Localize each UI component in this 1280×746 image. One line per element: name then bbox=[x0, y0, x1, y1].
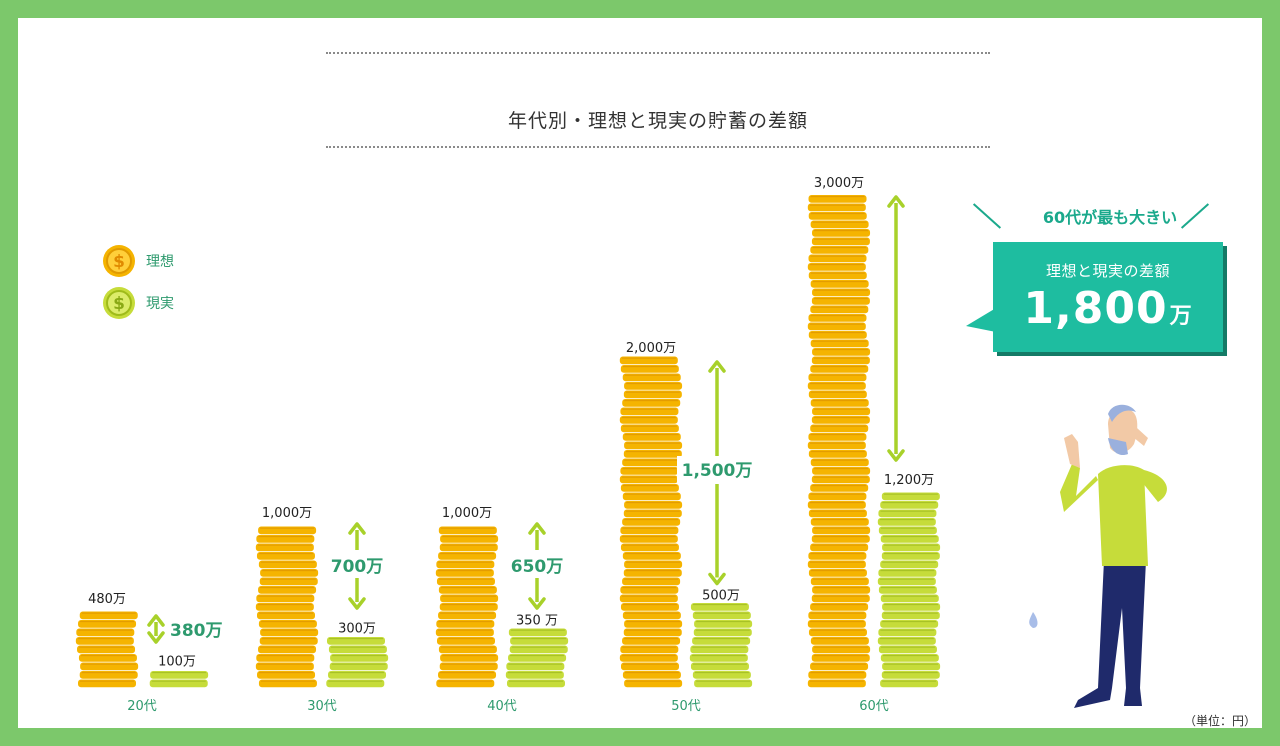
legend-item-actual: $ 現実 bbox=[102, 286, 174, 320]
callout-label: 理想と現実の差額 bbox=[1045, 262, 1170, 280]
difference-label: 380万 bbox=[170, 621, 223, 641]
ideal-value-label: 480万 bbox=[88, 592, 126, 607]
worried-person-illustration bbox=[1029, 404, 1167, 708]
actual-value-label: 100万 bbox=[158, 655, 196, 670]
ideal-value-label: 1,000万 bbox=[262, 506, 312, 521]
difference-label: 650万 bbox=[511, 557, 564, 577]
actual-coin-stack bbox=[689, 603, 753, 688]
ideal-value-label: 1,000万 bbox=[442, 506, 492, 521]
svg-text:$: $ bbox=[113, 252, 125, 272]
actual-value-label: 300万 bbox=[338, 622, 376, 637]
difference-arrow bbox=[147, 614, 165, 644]
difference-label: 1,500万 bbox=[682, 461, 753, 481]
category-label: 50代 bbox=[671, 699, 701, 714]
unit-note: （単位：円） bbox=[1184, 714, 1257, 728]
actual-value-label: 350 万 bbox=[516, 613, 558, 628]
legend-item-ideal: $ 理想 bbox=[102, 244, 174, 278]
ideal-value-label: 3,000万 bbox=[814, 176, 864, 191]
callout-tail bbox=[966, 308, 996, 332]
actual-coin-stack bbox=[505, 628, 569, 688]
callout-unit: 万 bbox=[1169, 304, 1193, 329]
ideal-coin-stack bbox=[435, 526, 499, 688]
actual-value-label: 500万 bbox=[702, 589, 740, 604]
ideal-coin-stack bbox=[619, 356, 683, 688]
legend-label-ideal: 理想 bbox=[146, 254, 174, 270]
category-label: 40代 bbox=[487, 699, 517, 714]
category-label: 20代 bbox=[127, 699, 157, 714]
water-drop-icon bbox=[1029, 612, 1038, 628]
ideal-coin-stack bbox=[807, 195, 871, 688]
actual-coin-stack bbox=[149, 671, 209, 688]
actual-coin-stack bbox=[326, 637, 389, 688]
title-top-rule bbox=[326, 52, 990, 54]
legend-label-actual: 現実 bbox=[146, 296, 174, 312]
difference-label: 700万 bbox=[331, 557, 384, 577]
callout-value: 1,800万 bbox=[993, 283, 1223, 334]
green-coin-icon: $ bbox=[103, 287, 135, 319]
ideal-coin-stack bbox=[255, 526, 319, 688]
category-label: 60代 bbox=[859, 699, 889, 714]
actual-coin-stack bbox=[877, 492, 941, 688]
ideal-value-label: 2,000万 bbox=[626, 341, 676, 356]
gold-coin-icon: $ bbox=[103, 245, 135, 277]
actual-value-label: 1,200万 bbox=[884, 473, 934, 488]
difference-arrow bbox=[887, 195, 905, 462]
svg-text:$: $ bbox=[113, 294, 125, 314]
infographic-card: 年代別・理想と現実の貯蓄の差額 $ 理想 $ 現実 480万 100万 20代 380… bbox=[18, 18, 1262, 728]
callout-box: 理想と現実の差額 1,800万 bbox=[993, 242, 1223, 352]
title-bottom-rule bbox=[326, 146, 990, 148]
chart-title: 年代別・理想と現実の貯蓄の差額 bbox=[507, 110, 808, 132]
callout-number: 1,800 bbox=[1023, 283, 1168, 334]
coin-stack-chart: 480万 100万 20代 380万 1,000万 300万 30代 700万 1,000万 35… bbox=[75, 176, 941, 714]
callout-headline: 60代が最も大きい bbox=[1042, 208, 1178, 227]
category-label: 30代 bbox=[307, 699, 337, 714]
ideal-coin-stack bbox=[75, 611, 139, 688]
